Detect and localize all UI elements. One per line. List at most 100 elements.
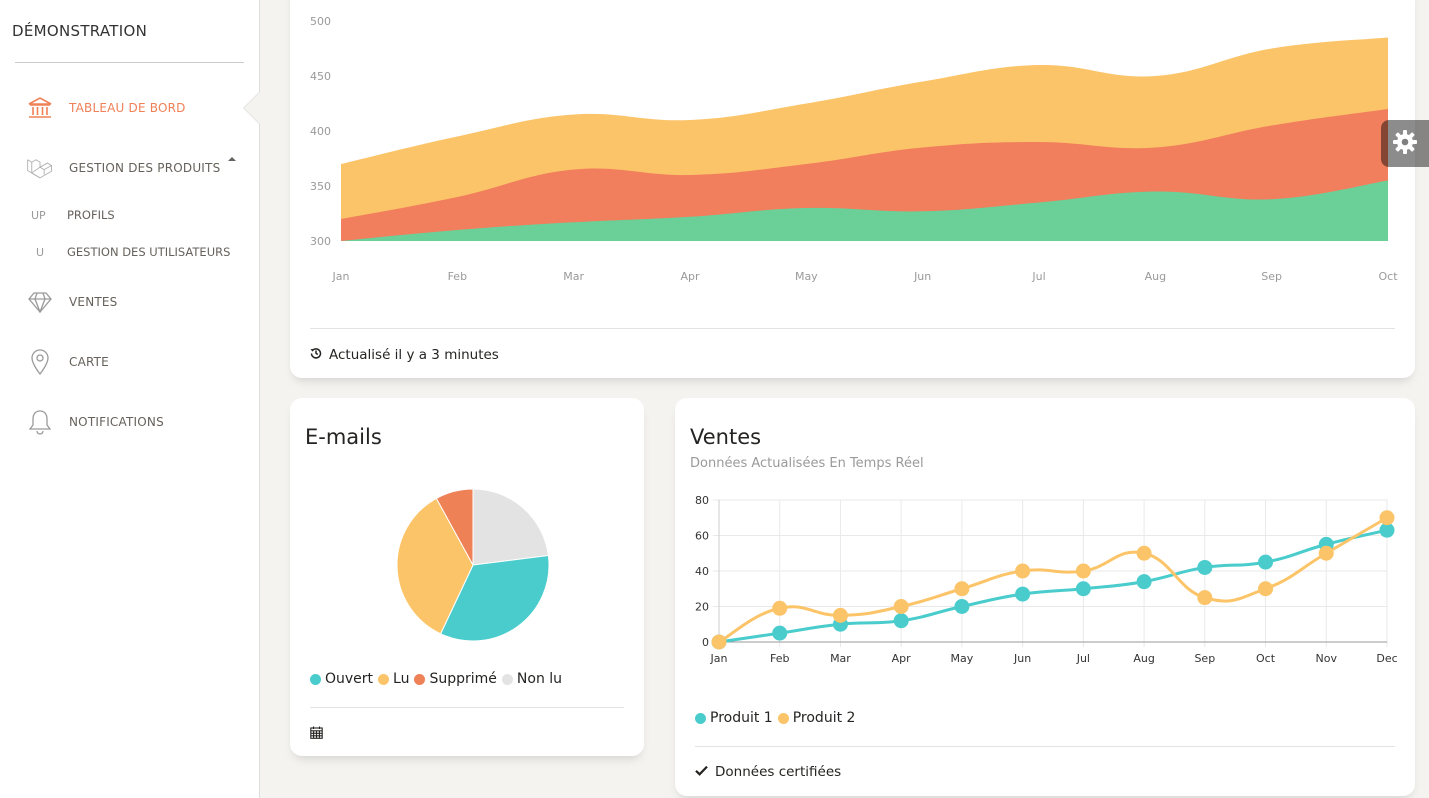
data-point (893, 599, 909, 614)
x-tick-label: Apr (680, 270, 700, 283)
y-tick-label: 20 (695, 601, 709, 614)
card-footer: Données certifiées (695, 764, 841, 780)
history-icon (310, 347, 322, 363)
legend-item: Lu (378, 671, 409, 687)
map-pin-icon (26, 348, 54, 376)
data-point (954, 581, 970, 597)
x-tick-label: Oct (1378, 270, 1398, 283)
top-chart-card: 300 350 400 450 500 Jan Feb Mar Apr May Jun Jul Aug S… (290, 0, 1415, 378)
sidebar-item-notifications[interactable]: NOTIFICATIONS (0, 402, 258, 442)
line-series (718, 528, 1388, 644)
card-footer: Actualisé il y a 3 minutes (310, 347, 499, 363)
sidebar-item-dashboard[interactable]: TABLEAU DE BORD (0, 88, 258, 128)
data-point (954, 599, 970, 614)
legend-item: Produit 2 (777, 710, 856, 726)
x-tick-label: Nov (1316, 652, 1338, 665)
legend-swatch (695, 712, 706, 724)
legend-swatch (310, 673, 321, 685)
x-tick-label: Sep (1194, 652, 1215, 665)
x-tick-label: Mar (830, 652, 851, 665)
x-tick-label: Dec (1376, 652, 1397, 665)
x-tick-label: Apr (892, 652, 912, 665)
legend-label: Non lu (516, 671, 563, 687)
sidebar-subitem-mini: UP (31, 208, 46, 222)
y-tick-label: 80 (695, 494, 709, 507)
pie-chart (396, 488, 550, 642)
data-point (711, 634, 727, 650)
legend-label: Produit 2 (792, 710, 856, 726)
y-tick-label: 400 (310, 125, 331, 138)
caret-up-icon[interactable] (228, 157, 236, 161)
sidebar-item-sales[interactable]: VENTES (0, 282, 258, 322)
pie-legend: Ouvert Lu Supprimé Non lu (310, 671, 567, 687)
emails-card: E-mails Ouvert Lu Supprimé Non lu (290, 398, 644, 756)
sidebar-item-map[interactable]: CARTE (0, 342, 258, 382)
sidebar-subitem-mini: U (36, 245, 45, 259)
sidebar-item-label: VENTES (69, 295, 118, 309)
sidebar-item-label: GESTION DES PRODUITS (69, 161, 221, 175)
x-tick-label: May (951, 652, 974, 665)
card-footer (310, 726, 323, 743)
legend-swatch (501, 673, 513, 685)
y-tick-label: 40 (695, 565, 709, 578)
data-point (1258, 554, 1274, 570)
active-indicator (244, 92, 260, 124)
diamond-icon (26, 288, 54, 316)
x-tick-label: Aug (1133, 652, 1154, 665)
legend-label: Produit 1 (710, 710, 773, 726)
check-icon (695, 764, 708, 780)
data-point (1379, 510, 1395, 526)
sidebar: DÉMONSTRATION TABLEAU DE BORD GESTION DE… (0, 0, 260, 798)
legend-label: Lu (393, 671, 410, 687)
card-divider (310, 707, 624, 708)
card-divider (310, 328, 1395, 329)
data-point (1015, 563, 1031, 579)
card-subtitle: Données Actualisées En Temps Réel (690, 456, 924, 471)
brand-divider (15, 62, 244, 63)
y-tick-label: 500 (310, 15, 331, 28)
x-tick-label: Feb (448, 270, 467, 283)
sidebar-subitem-label: GESTION DES UTILISATEURS (67, 245, 231, 259)
card-divider (695, 746, 1395, 747)
sidebar-subitem-profiles[interactable]: UP PROFILS (0, 203, 258, 227)
legend-swatch (414, 673, 426, 685)
data-point (832, 607, 848, 623)
data-point (772, 625, 788, 641)
sidebar-subitem-label: PROFILS (67, 208, 115, 222)
y-tick-label: 60 (695, 530, 709, 543)
x-tick-label: Jul (1031, 270, 1045, 283)
x-tick-label: Jan (332, 270, 350, 283)
x-tick-label: Jun (1013, 652, 1031, 665)
footer-text: Actualisé il y a 3 minutes (329, 347, 499, 363)
sidebar-item-products[interactable]: GESTION DES PRODUITS (0, 148, 258, 188)
pie-slice (396, 497, 474, 635)
pie-slice (472, 488, 549, 566)
legend-item: Non lu (501, 671, 563, 687)
sidebar-item-label: TABLEAU DE BORD (69, 101, 186, 115)
gear-icon (1392, 129, 1418, 159)
data-point (1197, 559, 1213, 575)
legend-swatch (378, 673, 390, 685)
x-tick-label: Jul (1076, 652, 1090, 665)
settings-toggle[interactable] (1381, 120, 1429, 167)
x-tick-label: Oct (1256, 652, 1276, 665)
data-point (893, 613, 909, 629)
x-tick-label: May (795, 270, 818, 283)
data-point (1136, 545, 1152, 561)
card-title: E-mails (305, 425, 382, 449)
area-series (341, 180, 1388, 241)
data-point (1318, 545, 1334, 561)
brand-title[interactable]: DÉMONSTRATION (12, 22, 148, 40)
legend-item: Produit 1 (695, 710, 773, 726)
legend-label: Supprimé (429, 671, 497, 687)
laravel-icon (26, 154, 54, 182)
y-tick-label: 0 (702, 636, 709, 649)
sales-card: Ventes Données Actualisées En Temps Réel… (675, 398, 1415, 796)
y-tick-label: 350 (310, 180, 331, 193)
data-point (1197, 590, 1213, 606)
sidebar-subitem-users[interactable]: U GESTION DES UTILISATEURS (0, 240, 258, 264)
pie-slice (435, 488, 474, 566)
line-series (718, 516, 1388, 644)
x-tick-label: Mar (563, 270, 584, 283)
x-tick-label: Feb (770, 652, 789, 665)
